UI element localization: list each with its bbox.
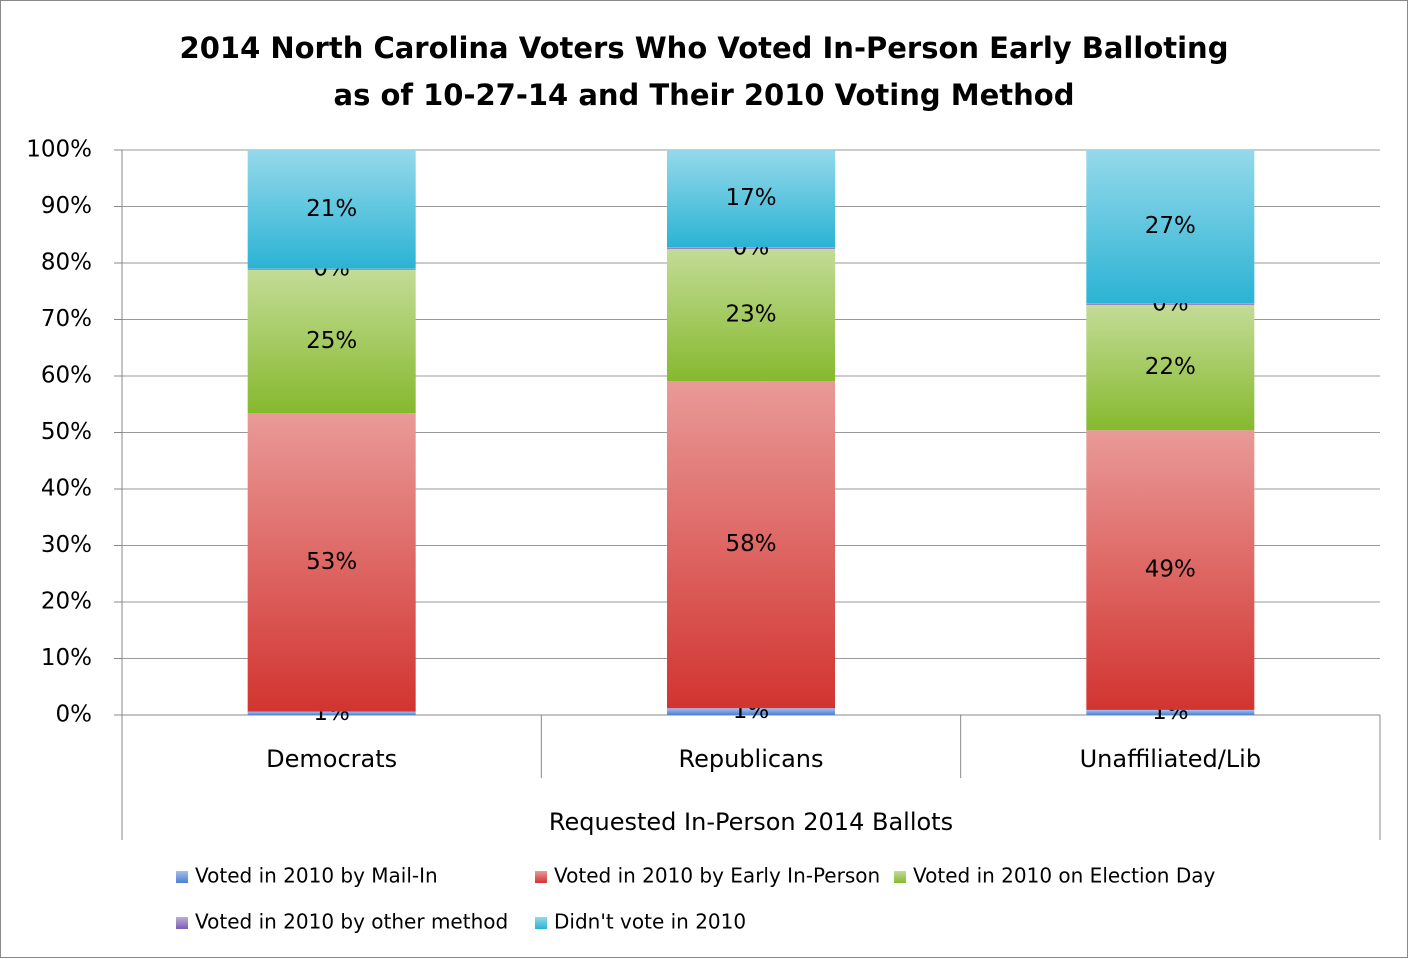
data-label: 58% bbox=[725, 531, 776, 557]
bar-segment bbox=[247, 268, 416, 270]
legend-label: Voted in 2010 by other method bbox=[195, 910, 508, 934]
legend-swatch bbox=[176, 871, 188, 883]
y-tick-label: 40% bbox=[41, 476, 92, 502]
data-label: 53% bbox=[306, 549, 357, 575]
legend-label: Didn't vote in 2010 bbox=[554, 910, 746, 934]
bar-segment bbox=[247, 413, 416, 712]
legend-swatch bbox=[894, 871, 906, 883]
data-label: 25% bbox=[306, 328, 357, 354]
x-axis-title: Requested In-Person 2014 Ballots bbox=[549, 808, 953, 836]
legend-label: Voted in 2010 by Early In-Person bbox=[554, 864, 880, 888]
chart-title: 2014 North Carolina Voters Who Voted In-… bbox=[180, 31, 1229, 65]
legend-swatch bbox=[535, 917, 547, 929]
x-tick-label: Unaffiliated/Lib bbox=[1080, 745, 1262, 773]
bar-segment bbox=[1086, 430, 1255, 710]
y-tick-label: 100% bbox=[26, 137, 92, 163]
bar-segment bbox=[667, 248, 835, 382]
x-tick-label: Democrats bbox=[266, 745, 397, 773]
chart-title: as of 10-27-14 and Their 2010 Voting Met… bbox=[334, 78, 1075, 112]
bar-segment bbox=[667, 247, 835, 249]
data-label: 17% bbox=[725, 185, 776, 211]
legend-swatch bbox=[535, 871, 547, 883]
data-label: 49% bbox=[1145, 557, 1196, 583]
x-tick-label: Republicans bbox=[679, 745, 824, 773]
y-tick-label: 0% bbox=[56, 702, 93, 728]
bar-segment bbox=[1086, 150, 1255, 304]
y-tick-label: 30% bbox=[41, 532, 92, 558]
data-label: 22% bbox=[1145, 354, 1196, 380]
bar-segment bbox=[247, 150, 416, 269]
y-tick-label: 20% bbox=[41, 589, 92, 615]
bar-segment bbox=[667, 381, 835, 709]
bar-segment bbox=[1086, 303, 1255, 305]
legend-label: Voted in 2010 by Mail-In bbox=[195, 864, 438, 888]
y-tick-label: 60% bbox=[41, 363, 92, 389]
bar-segment bbox=[1086, 709, 1255, 715]
bar-segment bbox=[247, 711, 416, 715]
y-tick-label: 10% bbox=[41, 645, 92, 671]
bar-segment bbox=[247, 269, 416, 414]
bar-segment bbox=[667, 708, 835, 715]
legend-label: Voted in 2010 on Election Day bbox=[913, 864, 1215, 888]
y-tick-label: 80% bbox=[41, 250, 92, 276]
bar-segment bbox=[1086, 304, 1255, 431]
y-tick-label: 50% bbox=[41, 419, 92, 445]
y-tick-label: 70% bbox=[41, 306, 92, 332]
bar-segment bbox=[667, 150, 835, 248]
y-tick-label: 90% bbox=[41, 193, 92, 219]
data-label: 21% bbox=[306, 196, 357, 222]
legend-swatch bbox=[176, 917, 188, 929]
data-label: 23% bbox=[725, 301, 776, 327]
data-label: 27% bbox=[1145, 213, 1196, 239]
